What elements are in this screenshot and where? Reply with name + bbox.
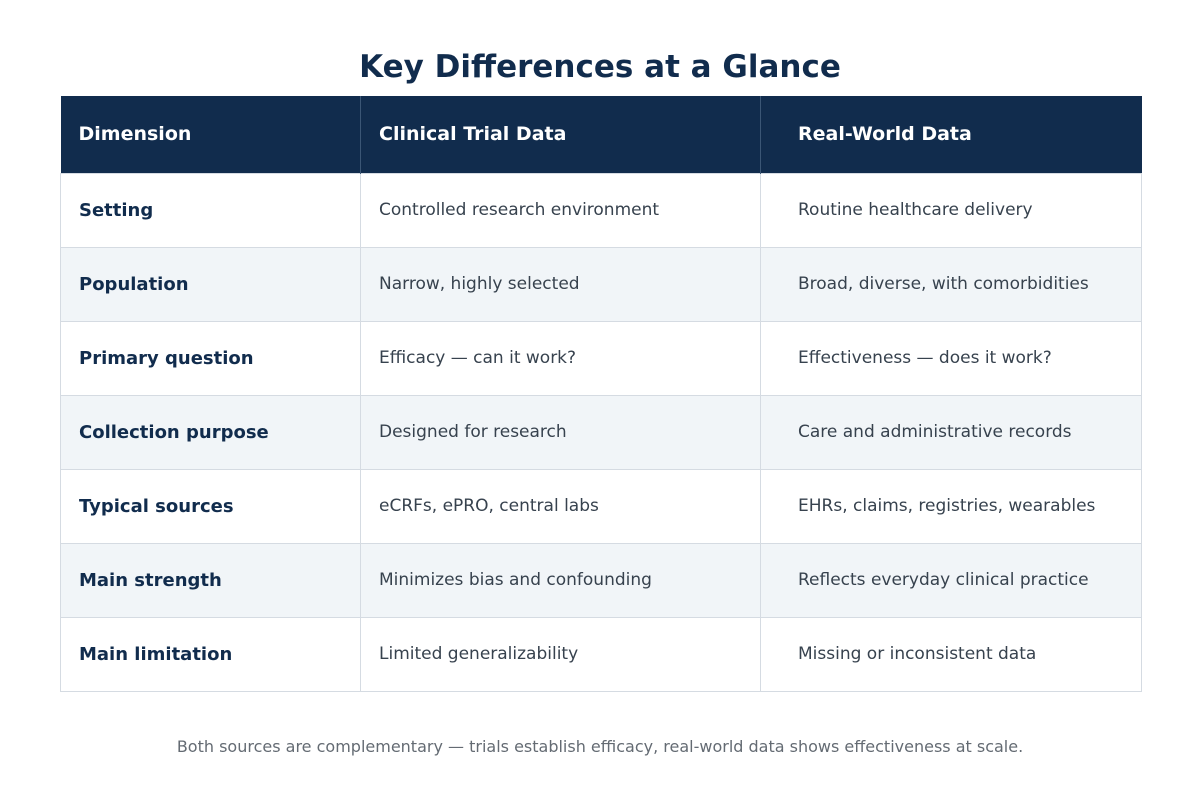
real-world-cell: Broad, diverse, with comorbidities [760,246,1142,322]
table-row: Collection purpose Designed for research… [60,394,1142,470]
clinical-trial-cell: Limited generalizability [360,616,761,692]
dimension-cell: Main strength [60,542,361,618]
real-world-cell: Reflects everyday clinical practice [760,542,1142,618]
clinical-trial-cell: Narrow, highly selected [360,246,761,322]
table-header-row: Dimension Clinical Trial Data Real-World… [60,96,1142,173]
dimension-cell: Collection purpose [60,394,361,470]
real-world-cell: Missing or inconsistent data [760,616,1142,692]
clinical-trial-cell: Controlled research environment [360,172,761,248]
table-row: Population Narrow, highly selected Broad… [60,246,1142,322]
footnote: Both sources are complementary — trials … [176,737,1024,756]
column-header-clinical-trial-data: Clinical Trial Data [360,96,761,173]
real-world-cell: Effectiveness — does it work? [760,320,1142,396]
dimension-cell: Primary question [60,320,361,396]
comparison-table: Dimension Clinical Trial Data Real-World… [60,96,1142,692]
clinical-trial-cell: Minimizes bias and confounding [360,542,761,618]
column-header-real-world-data: Real-World Data [760,96,1142,173]
page-title: Key Differences at a Glance [359,48,841,85]
dimension-cell: Setting [60,172,361,248]
clinical-trial-cell: Efficacy — can it work? [360,320,761,396]
table-row: Setting Controlled research environment … [60,172,1142,248]
table-row: Typical sources eCRFs, ePRO, central lab… [60,468,1142,544]
table-row: Main strength Minimizes bias and confoun… [60,542,1142,618]
dimension-cell: Typical sources [60,468,361,544]
real-world-cell: EHRs, claims, registries, wearables [760,468,1142,544]
table-row: Primary question Efficacy — can it work?… [60,320,1142,396]
real-world-cell: Care and administrative records [760,394,1142,470]
dimension-cell: Main limitation [60,616,361,692]
dimension-cell: Population [60,246,361,322]
column-header-dimension: Dimension [60,96,361,173]
real-world-cell: Routine healthcare delivery [760,172,1142,248]
clinical-trial-cell: Designed for research [360,394,761,470]
clinical-trial-cell: eCRFs, ePRO, central labs [360,468,761,544]
table-row: Main limitation Limited generalizability… [60,616,1142,692]
